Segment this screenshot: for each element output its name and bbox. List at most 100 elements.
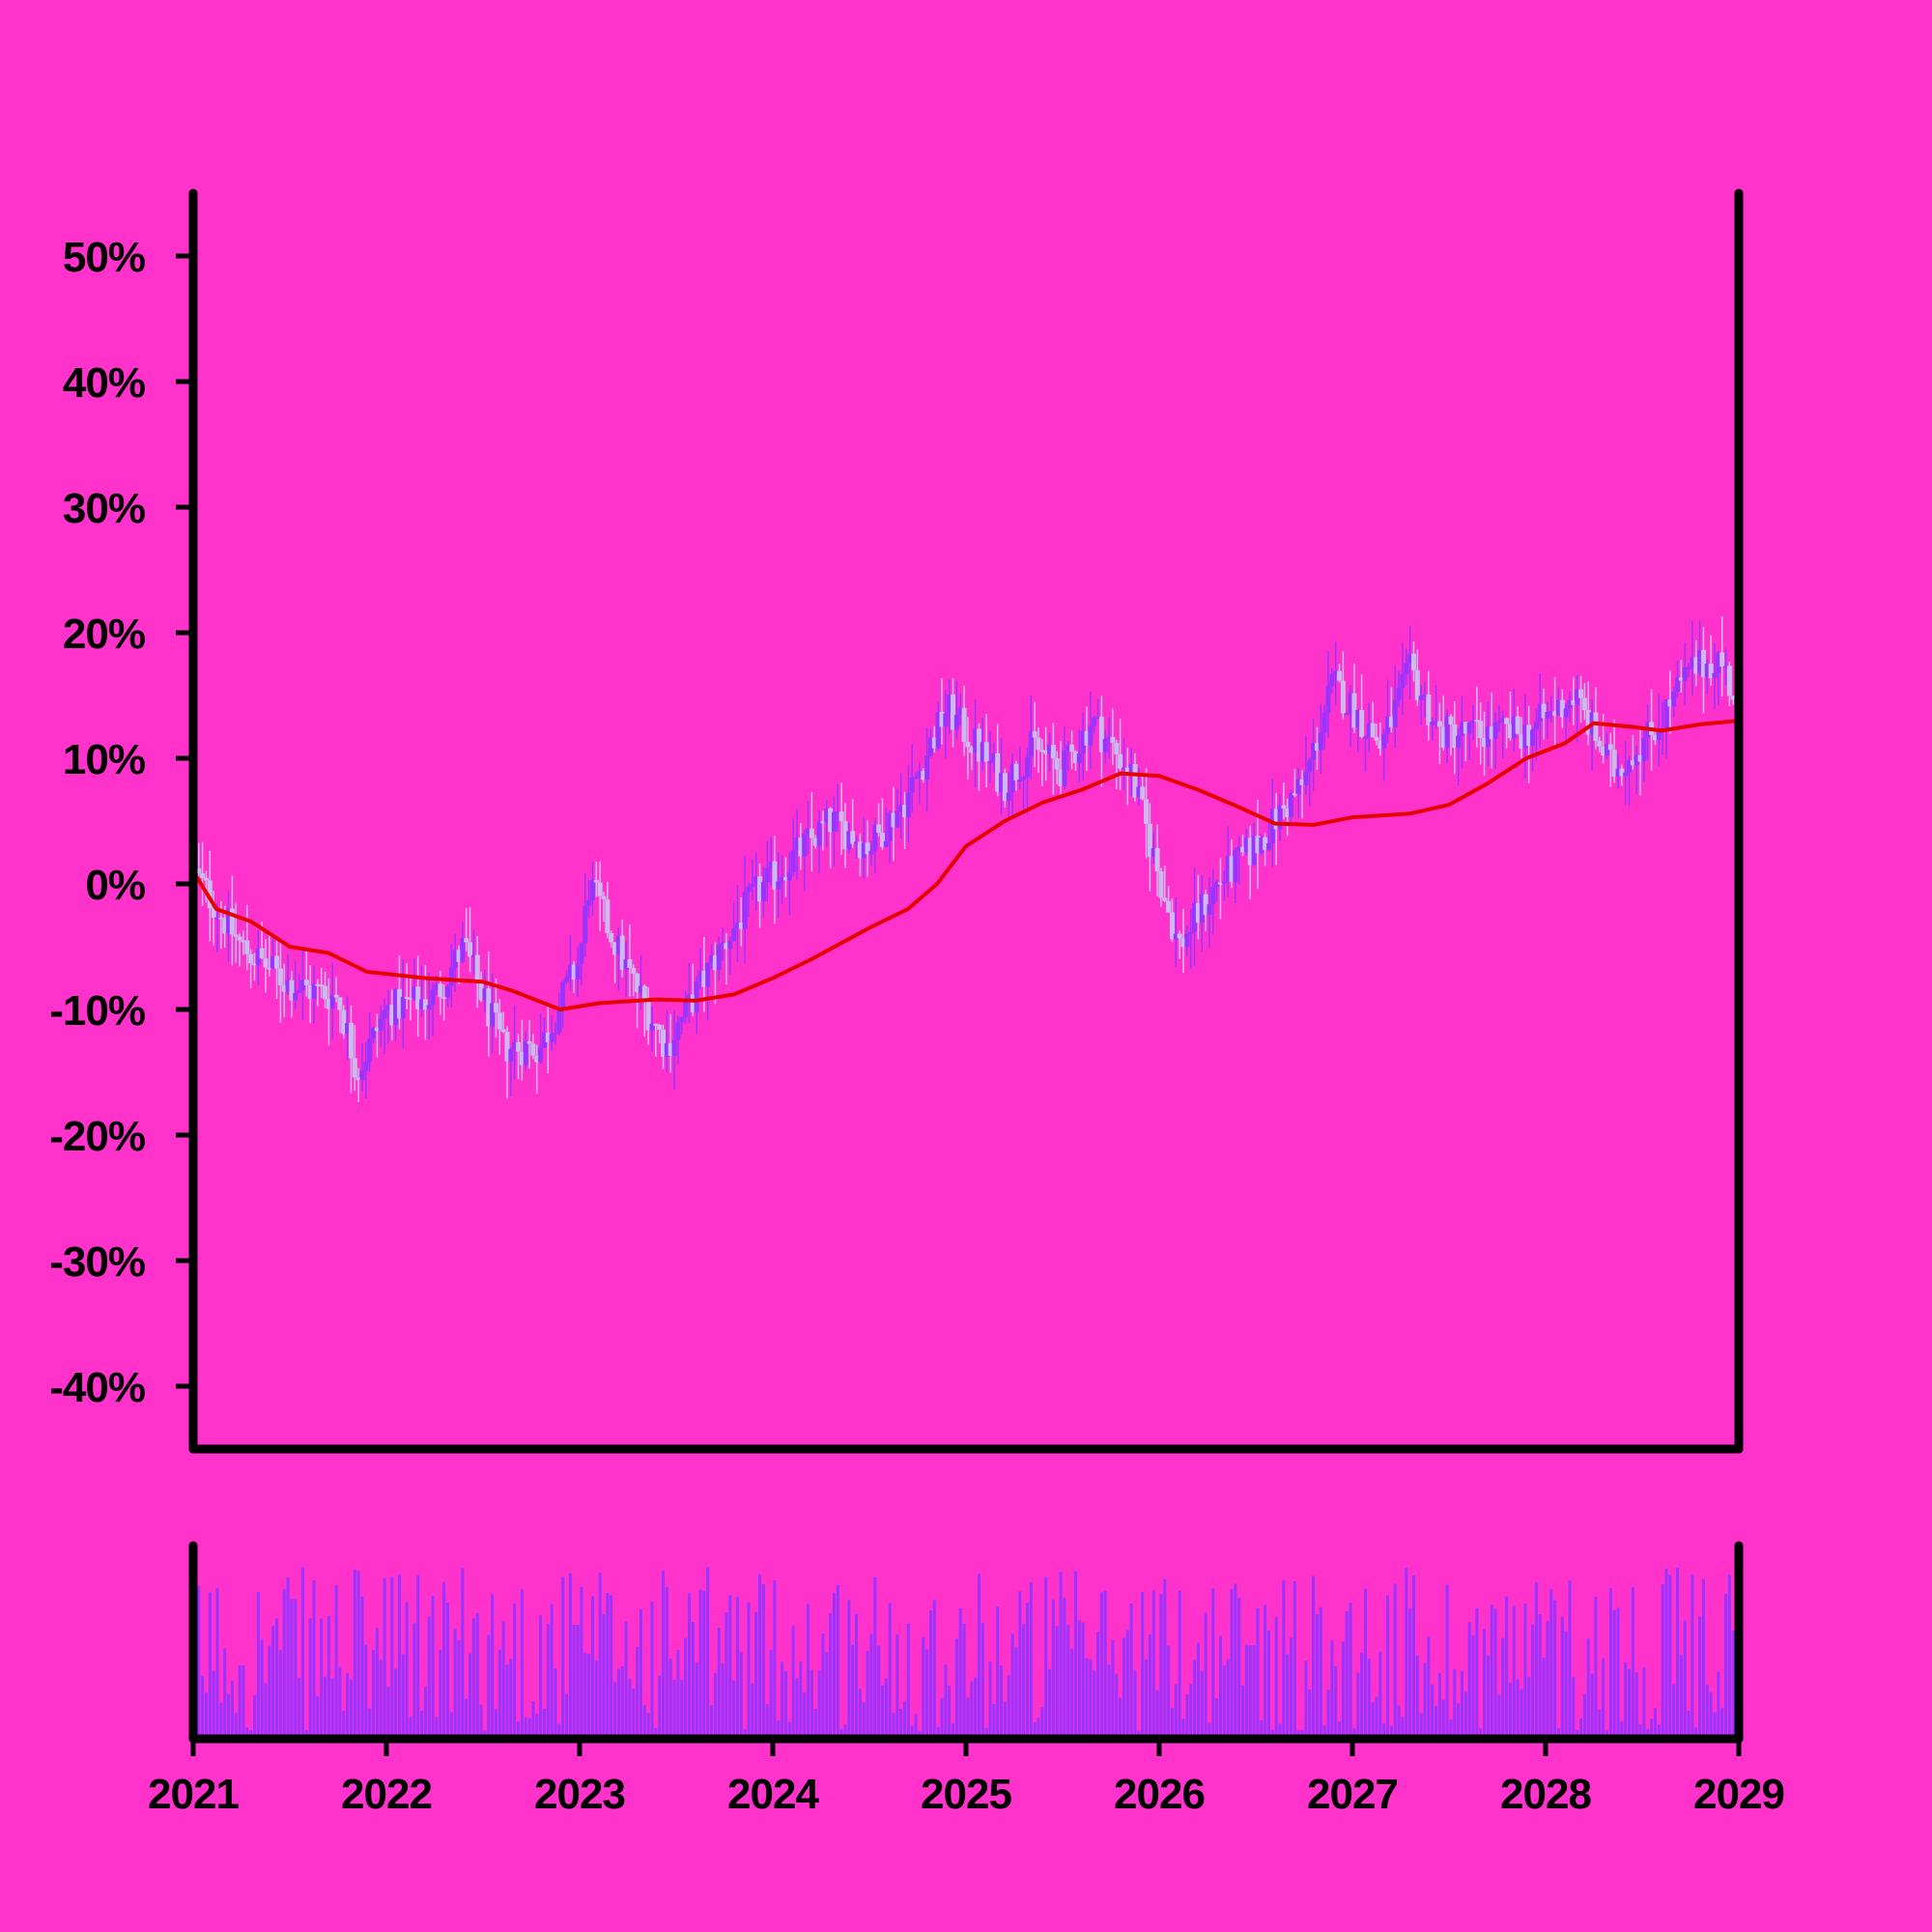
- volume-bar: [869, 1634, 873, 1739]
- volume-bar: [509, 1659, 513, 1739]
- candle-body: [251, 963, 257, 966]
- candle-body: [534, 1055, 540, 1063]
- volume-bar: [457, 1640, 461, 1739]
- volume-bar: [1264, 1605, 1267, 1739]
- candle-body: [872, 824, 878, 851]
- volume-bar: [1322, 1725, 1326, 1739]
- candle-body: [1478, 721, 1484, 738]
- volume-bar: [1493, 1608, 1497, 1739]
- candle-body: [1716, 652, 1721, 673]
- volume-bar: [405, 1602, 409, 1739]
- volume-bar: [925, 1649, 929, 1739]
- candle-body: [980, 742, 985, 762]
- candle-body: [1627, 760, 1633, 773]
- candle-body: [1337, 670, 1343, 681]
- volume-bar: [1286, 1654, 1290, 1739]
- volume-bar: [970, 1681, 974, 1739]
- candle-body: [1385, 716, 1391, 734]
- volume-bar: [1415, 1655, 1419, 1739]
- volume-bar: [368, 1708, 372, 1739]
- candle-body: [1641, 737, 1647, 762]
- candle-body: [861, 842, 867, 859]
- candle-body: [307, 984, 313, 1000]
- candle-body: [965, 741, 971, 748]
- volume-bar: [1266, 1630, 1270, 1739]
- volume-bar: [977, 1574, 980, 1739]
- candle-body: [1269, 809, 1275, 844]
- volume-bar: [1727, 1574, 1731, 1739]
- candle-body: [812, 838, 818, 846]
- candle-body: [1359, 710, 1365, 737]
- candle-body: [1708, 664, 1714, 678]
- volume-bar: [583, 1652, 587, 1739]
- candle-body: [609, 932, 614, 943]
- volume-bar: [1159, 1594, 1163, 1739]
- volume-bar: [475, 1613, 479, 1739]
- x-tick-label: 2025: [921, 1771, 1011, 1818]
- volume-bar: [1731, 1631, 1735, 1739]
- volume-bar: [1546, 1621, 1549, 1739]
- volume-bar: [1010, 1634, 1014, 1739]
- volume-bar: [665, 1586, 668, 1739]
- candle-body: [780, 876, 785, 882]
- volume-bar: [1646, 1728, 1650, 1739]
- candle-body: [1307, 759, 1313, 773]
- candle-body: [1530, 729, 1536, 747]
- volume-bar: [817, 1670, 821, 1739]
- volume-bar: [1423, 1662, 1427, 1739]
- volume-bar: [1411, 1575, 1415, 1739]
- volume-bar: [1155, 1690, 1159, 1739]
- volume-bar: [1167, 1645, 1171, 1739]
- candle-body: [1400, 674, 1406, 688]
- volume-bar: [1193, 1660, 1197, 1739]
- candle-body: [1623, 772, 1629, 777]
- candle-body: [1192, 902, 1198, 932]
- volume-bar: [1345, 1610, 1349, 1739]
- candle-body: [1719, 652, 1725, 668]
- volume-bar: [691, 1622, 695, 1739]
- candle-body: [1247, 838, 1253, 866]
- candle-body: [293, 992, 298, 1001]
- y-tick-label: -10%: [49, 987, 145, 1035]
- candle-body: [1559, 699, 1565, 718]
- candle-body: [1511, 716, 1517, 739]
- volume-bar: [1705, 1685, 1709, 1739]
- volume-bar: [1694, 1727, 1698, 1739]
- volume-bar: [324, 1676, 327, 1739]
- volume-bar: [517, 1721, 521, 1739]
- volume-bar: [1367, 1659, 1371, 1739]
- volume-bar: [1687, 1710, 1690, 1739]
- volume-bar: [954, 1638, 958, 1739]
- volume-bar: [639, 1608, 642, 1739]
- volume-bar: [1534, 1581, 1538, 1739]
- volume-bar: [1003, 1701, 1007, 1739]
- candle-body: [393, 988, 399, 1026]
- candle-body: [434, 983, 440, 990]
- candle-body: [961, 707, 967, 742]
- candle-body: [1344, 713, 1350, 716]
- candle-body: [1028, 731, 1034, 757]
- volume-bar: [264, 1683, 268, 1739]
- volume-bar: [1037, 1718, 1040, 1739]
- candle-body: [482, 988, 488, 1001]
- volume-bar: [1445, 1584, 1449, 1739]
- candle-body: [1422, 695, 1428, 697]
- candle-body: [545, 1033, 551, 1043]
- volume-bar: [1602, 1658, 1605, 1739]
- volume-bar: [825, 1652, 829, 1739]
- volume-bar: [895, 1634, 899, 1739]
- candle-body: [1482, 737, 1488, 748]
- volume-bar: [1508, 1682, 1512, 1739]
- candle-body: [1333, 670, 1339, 675]
- candle-body: [560, 981, 566, 1009]
- volume-bar: [353, 1569, 356, 1739]
- candle-body: [538, 1047, 544, 1063]
- candle-body: [1704, 664, 1710, 677]
- candle-body: [1289, 793, 1294, 817]
- candle-body: [917, 770, 923, 778]
- volume-bar: [1642, 1667, 1646, 1739]
- candle-body: [1504, 718, 1510, 724]
- candle-body: [638, 985, 643, 992]
- candle-body: [241, 940, 246, 943]
- volume-bar: [1516, 1679, 1520, 1739]
